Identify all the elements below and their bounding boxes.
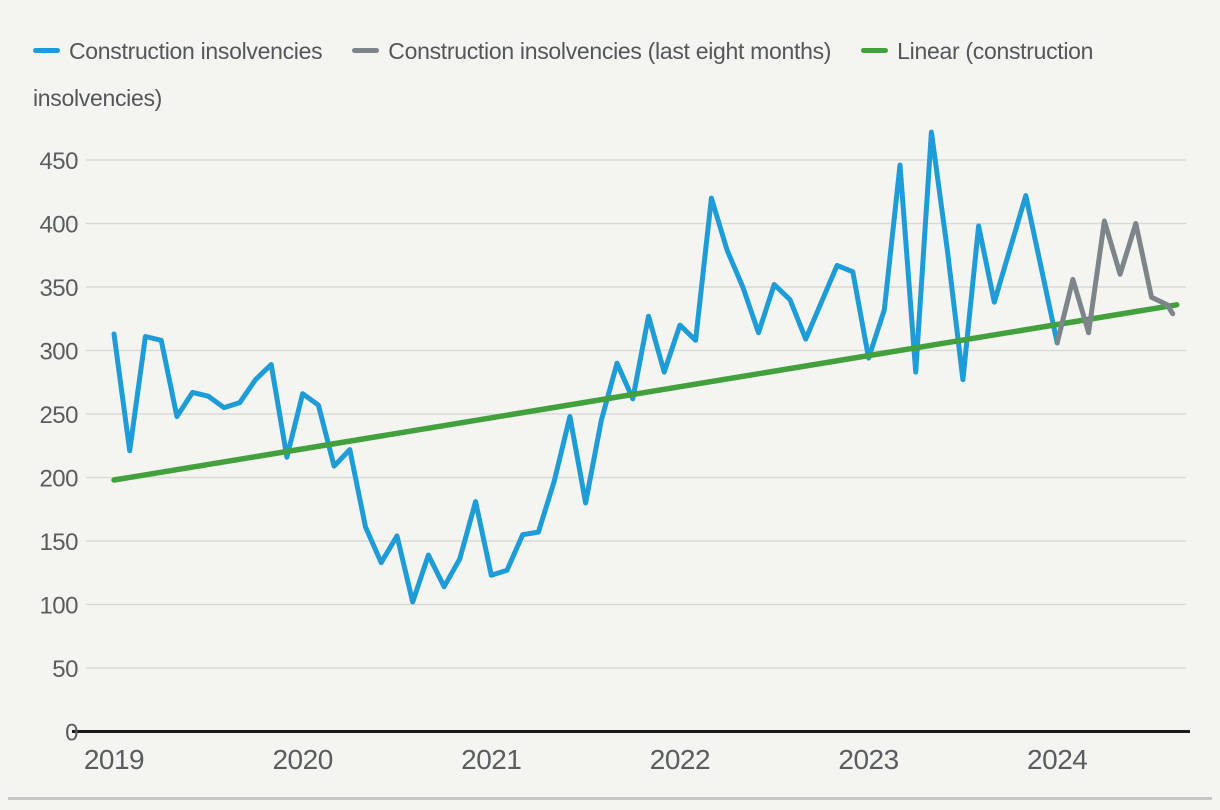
y-tick-label: 0 (65, 720, 78, 747)
legend-item-linear: Linear (construction insolvencies) (33, 38, 1093, 111)
y-tick-label: 250 (39, 402, 78, 429)
y-tick-label: 300 (39, 339, 78, 366)
chart-legend: Construction insolvencies Construction in… (33, 28, 1153, 122)
legend-swatch-gray-icon (352, 48, 380, 53)
y-tick-label: 100 (39, 593, 78, 620)
x-tick-label-2024: 2024 (1027, 744, 1087, 775)
series-line-1 (1054, 218, 1176, 346)
series-line-0 (111, 129, 1060, 605)
legend-label-linear: Linear (construction insolvencies) (33, 38, 1094, 111)
y-tick-label: 350 (39, 275, 78, 302)
y-tick-label: 50 (52, 656, 78, 683)
bottom-divider (8, 797, 1212, 800)
x-tick-label-2021: 2021 (461, 744, 521, 775)
legend-swatch-green-icon (861, 48, 889, 53)
legend-item-last-eight-months: Construction insolvencies (last eight mo… (352, 28, 831, 75)
legend-swatch-blue-icon (33, 48, 60, 53)
x-tick-label-2022: 2022 (650, 744, 710, 775)
legend-label-last-eight-months: Construction insolvencies (last eight mo… (388, 38, 832, 64)
y-tick-label: 200 (39, 466, 78, 493)
y-tick-label: 400 (39, 212, 78, 239)
series-line-2 (111, 302, 1180, 483)
y-tick-label: 150 (39, 529, 78, 556)
x-tick-label-2020: 2020 (272, 744, 332, 775)
legend-item-construction-insolvencies: Construction insolvencies (33, 28, 323, 75)
x-tick-label-2019: 2019 (84, 744, 144, 775)
y-tick-label: 450 (39, 148, 78, 175)
legend-label-construction-insolvencies: Construction insolvencies (69, 38, 323, 64)
x-tick-label-2023: 2023 (838, 744, 898, 775)
